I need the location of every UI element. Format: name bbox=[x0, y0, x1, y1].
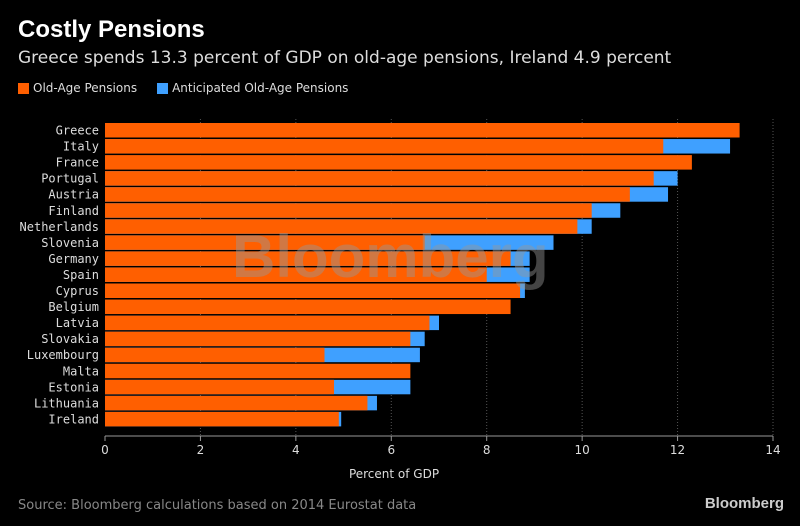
category-label: Lithuania bbox=[34, 396, 99, 410]
legend-item-anticipated: Anticipated Old-Age Pensions bbox=[157, 81, 348, 95]
category-label: Slovenia bbox=[41, 236, 99, 250]
x-tick-label: 2 bbox=[197, 443, 205, 457]
bar-old-age-finland bbox=[105, 203, 592, 218]
category-label: Spain bbox=[63, 268, 99, 282]
bar-old-age-estonia bbox=[105, 379, 335, 395]
category-label: Netherlands bbox=[20, 220, 99, 234]
legend-swatch-old-age bbox=[18, 82, 29, 94]
category-label: France bbox=[56, 156, 99, 170]
x-tick-label: 14 bbox=[765, 443, 780, 457]
x-axis-label: Percent of GDP bbox=[349, 467, 439, 481]
bar-old-age-france bbox=[105, 155, 692, 170]
bar-old-age-latvia bbox=[105, 315, 430, 331]
bar-old-age-spain bbox=[105, 267, 487, 282]
source-note: Source: Bloomberg calculations based on … bbox=[18, 498, 417, 513]
bar-old-age-luxembourg bbox=[105, 347, 325, 363]
category-label: Estonia bbox=[48, 380, 99, 394]
legend-label-anticipated: Anticipated Old-Age Pensions bbox=[172, 81, 349, 95]
bar-old-age-slovakia bbox=[105, 331, 411, 347]
category-label: Germany bbox=[48, 252, 99, 266]
category-label: Portugal bbox=[41, 172, 99, 186]
bar-old-age-italy bbox=[105, 139, 664, 154]
category-label: Slovakia bbox=[41, 332, 99, 346]
bar-old-age-netherlands bbox=[105, 219, 578, 234]
legend-swatch-anticipated bbox=[157, 82, 169, 94]
x-tick-label: 10 bbox=[575, 443, 590, 457]
category-label: Belgium bbox=[48, 300, 99, 314]
x-tick-label: 12 bbox=[670, 443, 685, 457]
bar-old-age-germany bbox=[105, 251, 511, 266]
chart-subtitle: Greece spends 13.3 percent of GDP on old… bbox=[18, 48, 672, 68]
x-tick-label: 4 bbox=[292, 443, 300, 457]
category-label: Austria bbox=[48, 188, 99, 202]
bar-old-age-cyprus bbox=[105, 283, 521, 298]
category-label: Latvia bbox=[56, 316, 99, 330]
x-tick-label: 6 bbox=[387, 443, 395, 457]
bloomberg-logo: Bloomberg bbox=[704, 495, 784, 512]
bar-old-age-greece bbox=[105, 123, 740, 138]
category-label: Cyprus bbox=[56, 284, 99, 298]
bar-old-age-ireland bbox=[105, 411, 339, 427]
bar-old-age-austria bbox=[105, 187, 630, 202]
legend: Old-Age Pensions Anticipated Old-Age Pen… bbox=[18, 81, 348, 95]
x-tick-label: 8 bbox=[483, 443, 491, 457]
legend-item-old-age: Old-Age Pensions bbox=[18, 81, 137, 95]
bar-old-age-slovenia bbox=[105, 235, 425, 250]
category-label: Ireland bbox=[48, 412, 99, 426]
legend-label-old-age: Old-Age Pensions bbox=[33, 81, 138, 95]
bar-old-age-lithuania bbox=[105, 395, 368, 411]
bar-old-age-malta bbox=[105, 363, 411, 379]
x-tick-label: 0 bbox=[101, 443, 109, 457]
category-label: Greece bbox=[56, 124, 99, 138]
category-label: Malta bbox=[63, 364, 99, 378]
chart-title: Costly Pensions bbox=[18, 16, 205, 43]
category-label: Finland bbox=[48, 204, 99, 218]
bar-old-age-belgium bbox=[105, 299, 511, 315]
category-label: Italy bbox=[63, 140, 99, 154]
bar-old-age-portugal bbox=[105, 171, 654, 186]
category-label: Luxembourg bbox=[27, 348, 99, 362]
